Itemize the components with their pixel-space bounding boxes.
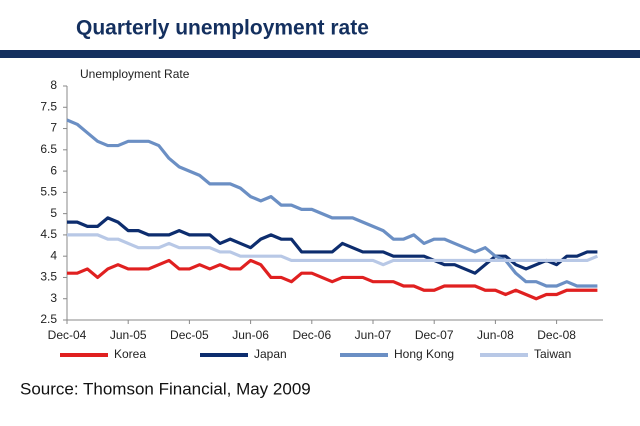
legend-label: Korea xyxy=(114,347,146,361)
x-tick-label: Jun-06 xyxy=(232,328,269,342)
x-tick-label: Dec-07 xyxy=(415,328,454,342)
source: Source: Thomson Financial, May 2009 xyxy=(20,379,311,398)
y-tick-label: 4.5 xyxy=(40,227,57,241)
y-tick-label: 5 xyxy=(50,206,57,220)
x-tick-label: Dec-06 xyxy=(292,328,331,342)
series-line xyxy=(67,258,598,301)
y-tick-label: 3.5 xyxy=(40,270,57,284)
series-line xyxy=(67,233,599,267)
y-tick-label: 8 xyxy=(50,78,57,92)
x-tick-label: Jun-05 xyxy=(110,328,147,342)
y-tick-label: 7 xyxy=(50,121,57,135)
legend-label: Japan xyxy=(254,347,287,361)
series-line xyxy=(66,118,598,288)
series-line xyxy=(67,216,598,275)
y-tick-label: 2.5 xyxy=(40,312,57,326)
y-tick-label: 5.5 xyxy=(40,185,57,199)
x-tick-label: Jun-07 xyxy=(355,328,392,342)
legend-label: Taiwan xyxy=(534,347,571,361)
y-tick-label: 4 xyxy=(50,248,57,262)
chart-title: Quarterly unemployment rate xyxy=(76,17,369,40)
x-tick-label: Dec-08 xyxy=(537,328,576,342)
y-tick-label: 7.5 xyxy=(40,99,57,113)
legend-label: Hong Kong xyxy=(394,347,454,361)
x-tick-label: Dec-04 xyxy=(48,328,87,342)
y-tick-label: 6.5 xyxy=(40,142,57,156)
y-axis-title: Unemployment Rate xyxy=(80,67,190,81)
y-tick-label: 6 xyxy=(50,163,57,177)
header-bar xyxy=(0,50,640,58)
x-tick-label: Dec-05 xyxy=(170,328,209,342)
y-tick-label: 3 xyxy=(50,291,57,305)
x-tick-label: Jun-08 xyxy=(477,328,514,342)
